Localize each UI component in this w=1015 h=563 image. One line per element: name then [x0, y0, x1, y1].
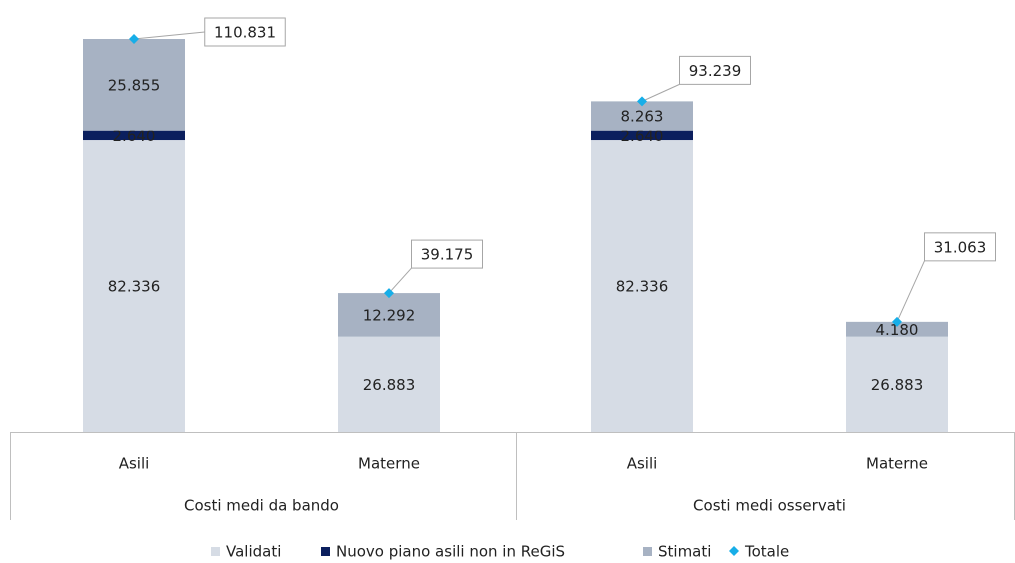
data-label: 26.883: [871, 376, 924, 394]
bar-segment: [83, 39, 185, 131]
data-label: 25.855: [108, 76, 161, 94]
data-label: 2.640: [113, 127, 156, 145]
total-marker: [892, 316, 902, 327]
legend-label: Stimati: [658, 543, 711, 561]
bar-segment: [591, 140, 693, 432]
total-marker: [129, 34, 139, 44]
bar-segment: [83, 140, 185, 432]
bar-segment: [338, 293, 440, 337]
callout-box: [411, 239, 483, 269]
bar-segment: [846, 321, 948, 337]
legend-label: Nuovo piano asili non in ReGiS: [336, 543, 565, 561]
callout-box: [204, 17, 286, 47]
bar-segment: [338, 336, 440, 432]
total-label: 110.831: [214, 24, 276, 42]
bar-segment: [846, 336, 948, 432]
callout-leader: [133, 31, 205, 40]
data-label: 82.336: [108, 278, 161, 296]
data-label: 12.292: [363, 306, 416, 324]
bar-segment: [591, 130, 693, 141]
total-label: 31.063: [934, 238, 987, 256]
legend-marker: [643, 547, 652, 556]
x-tick-label: Materne: [866, 455, 928, 473]
x-tick-label: Asili: [627, 455, 658, 473]
total-label: 39.175: [421, 246, 474, 264]
x-tick-label: Asili: [119, 455, 150, 473]
callout-leader: [641, 83, 680, 102]
legend-marker: [211, 547, 220, 556]
bar-segment: [83, 130, 185, 141]
total-marker: [384, 288, 394, 299]
callout-box: [924, 232, 996, 262]
legend-marker: [321, 547, 330, 556]
axis-frame: [10, 432, 1015, 520]
data-label: 26.883: [363, 376, 416, 394]
data-label: 8.263: [621, 108, 664, 126]
legend-marker: [729, 546, 739, 556]
data-label: 2.640: [621, 127, 664, 145]
data-label: 4.180: [876, 321, 919, 339]
callout-leader: [388, 267, 412, 294]
group-label: Costi medi da bando: [184, 497, 339, 515]
total-marker: [637, 96, 647, 107]
legend-label: Totale: [744, 543, 789, 561]
x-tick-label: Materne: [358, 455, 420, 473]
group-label: Costi medi osservati: [693, 497, 846, 515]
callout-box: [679, 55, 751, 85]
legend-label: Validati: [226, 543, 281, 561]
data-label: 82.336: [616, 278, 669, 296]
total-label: 93.239: [689, 62, 742, 80]
callout-leader: [896, 260, 925, 323]
